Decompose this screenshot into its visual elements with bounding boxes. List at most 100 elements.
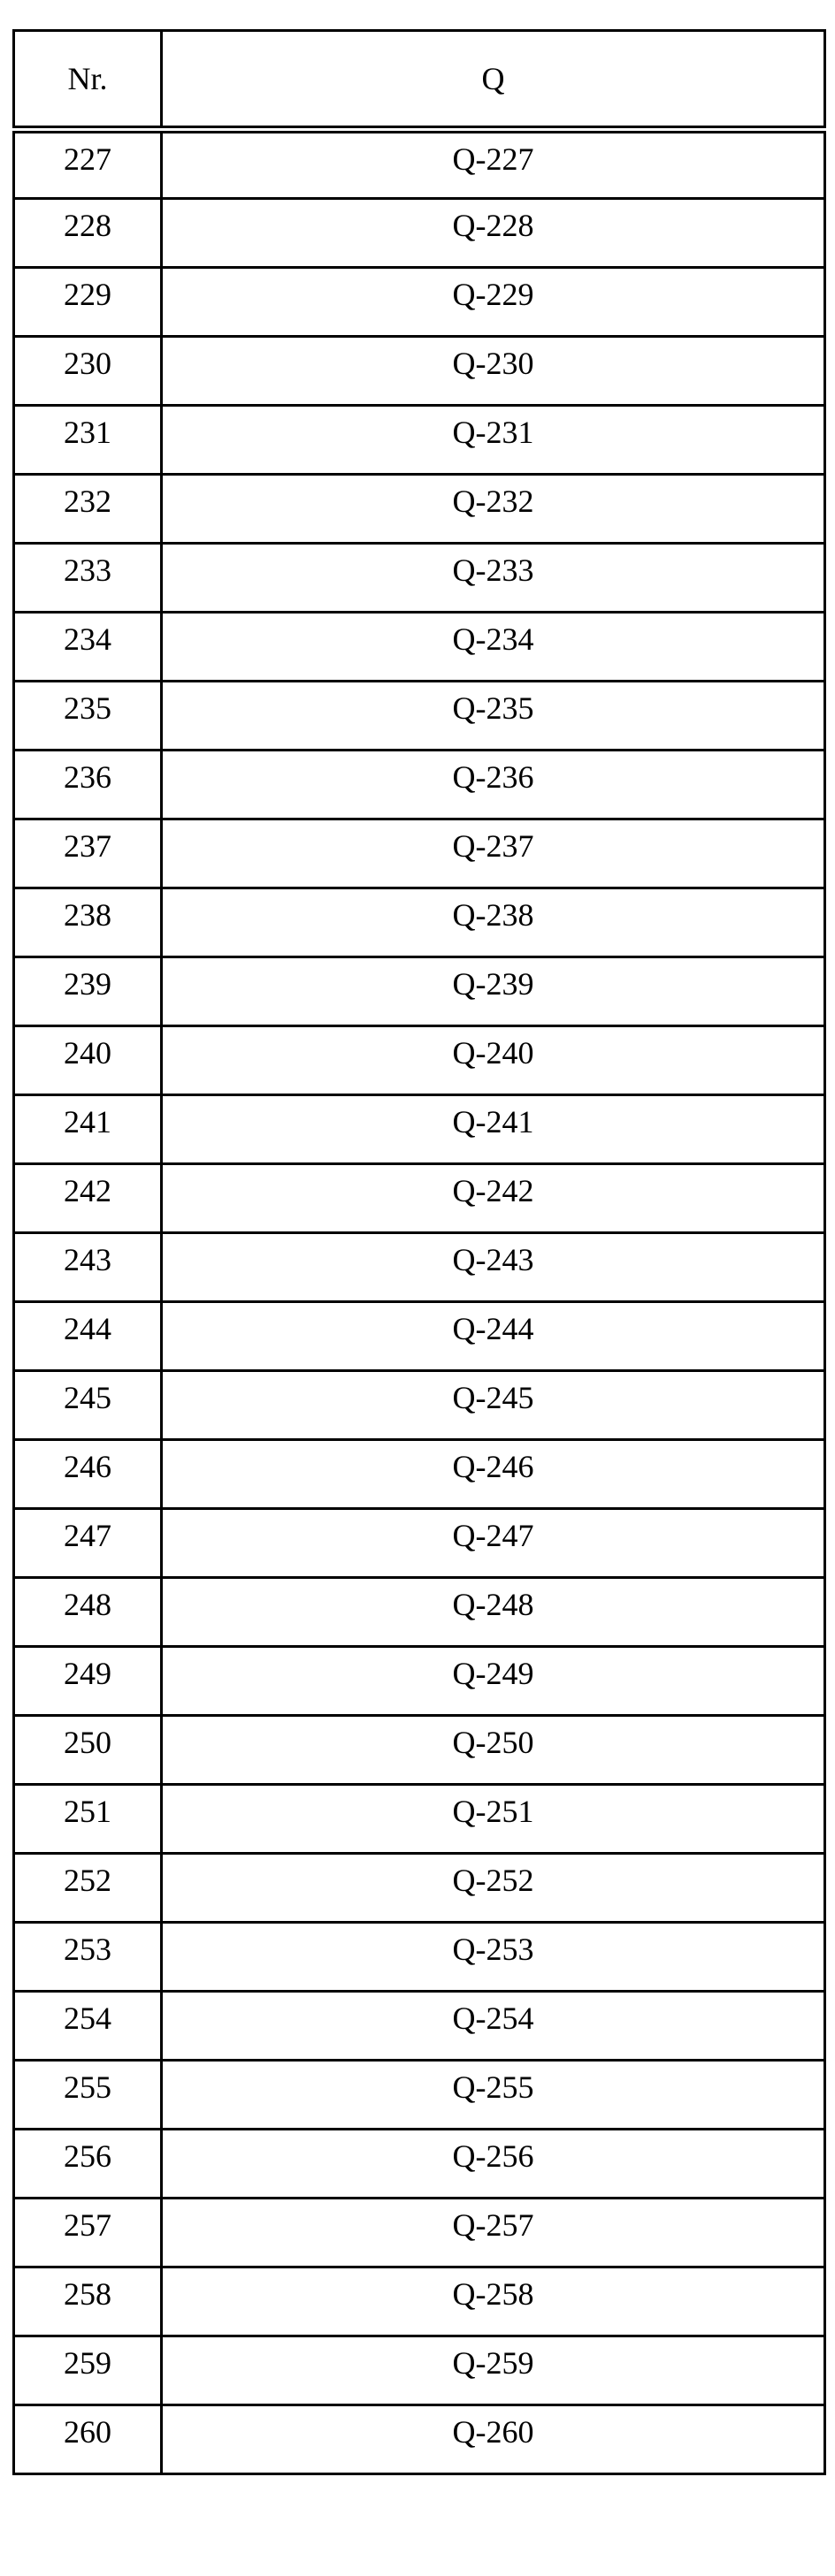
- table-row: 248Q-248: [14, 1578, 825, 1647]
- cell-nr: 246: [14, 1440, 162, 1509]
- header-row: Nr. Q: [14, 31, 825, 130]
- table-row: 240Q-240: [14, 1026, 825, 1095]
- cell-q: Q-253: [162, 1923, 825, 1992]
- cell-nr: 238: [14, 888, 162, 957]
- cell-nr: 258: [14, 2267, 162, 2336]
- cell-nr: 247: [14, 1509, 162, 1578]
- cell-q: Q-256: [162, 2130, 825, 2199]
- table-row: 231Q-231: [14, 406, 825, 475]
- table-row: 255Q-255: [14, 2061, 825, 2130]
- table-row: 253Q-253: [14, 1923, 825, 1992]
- cell-q: Q-260: [162, 2405, 825, 2474]
- table-row: 239Q-239: [14, 957, 825, 1026]
- cell-q: Q-249: [162, 1647, 825, 1716]
- cell-nr: 259: [14, 2336, 162, 2405]
- cell-nr: 243: [14, 1233, 162, 1302]
- cell-nr: 228: [14, 199, 162, 268]
- table-row: 232Q-232: [14, 475, 825, 544]
- cell-nr: 237: [14, 819, 162, 888]
- cell-nr: 242: [14, 1164, 162, 1233]
- cell-q: Q-242: [162, 1164, 825, 1233]
- cell-nr: 249: [14, 1647, 162, 1716]
- cell-nr: 239: [14, 957, 162, 1026]
- cell-nr: 253: [14, 1923, 162, 1992]
- table-row: 227Q-227: [14, 130, 825, 199]
- cell-q: Q-232: [162, 475, 825, 544]
- cell-nr: 241: [14, 1095, 162, 1164]
- table-row: 235Q-235: [14, 682, 825, 751]
- cell-q: Q-231: [162, 406, 825, 475]
- table-row: 257Q-257: [14, 2199, 825, 2267]
- cell-nr: 256: [14, 2130, 162, 2199]
- cell-q: Q-252: [162, 1854, 825, 1923]
- table-row: 249Q-249: [14, 1647, 825, 1716]
- table-row: 244Q-244: [14, 1302, 825, 1371]
- table-row: 260Q-260: [14, 2405, 825, 2474]
- header-q: Q: [162, 31, 825, 130]
- cell-nr: 254: [14, 1992, 162, 2061]
- cell-q: Q-248: [162, 1578, 825, 1647]
- cell-q: Q-228: [162, 199, 825, 268]
- cell-q: Q-237: [162, 819, 825, 888]
- cell-nr: 233: [14, 544, 162, 613]
- cell-q: Q-238: [162, 888, 825, 957]
- cell-q: Q-259: [162, 2336, 825, 2405]
- cell-nr: 227: [14, 130, 162, 199]
- cell-q: Q-255: [162, 2061, 825, 2130]
- cell-q: Q-239: [162, 957, 825, 1026]
- cell-nr: 236: [14, 751, 162, 819]
- table-row: 242Q-242: [14, 1164, 825, 1233]
- table-row: 258Q-258: [14, 2267, 825, 2336]
- table-row: 254Q-254: [14, 1992, 825, 2061]
- cell-q: Q-246: [162, 1440, 825, 1509]
- cell-nr: 251: [14, 1785, 162, 1854]
- table-row: 259Q-259: [14, 2336, 825, 2405]
- cell-q: Q-233: [162, 544, 825, 613]
- cell-nr: 250: [14, 1716, 162, 1785]
- cell-nr: 260: [14, 2405, 162, 2474]
- cell-nr: 240: [14, 1026, 162, 1095]
- table-row: 252Q-252: [14, 1854, 825, 1923]
- cell-q: Q-257: [162, 2199, 825, 2267]
- cell-nr: 230: [14, 337, 162, 406]
- table-row: 229Q-229: [14, 268, 825, 337]
- table-row: 246Q-246: [14, 1440, 825, 1509]
- cell-q: Q-258: [162, 2267, 825, 2336]
- cell-q: Q-254: [162, 1992, 825, 2061]
- data-table: Nr. Q 227Q-227228Q-228229Q-229230Q-23023…: [12, 29, 826, 2475]
- cell-q: Q-244: [162, 1302, 825, 1371]
- cell-nr: 244: [14, 1302, 162, 1371]
- cell-nr: 245: [14, 1371, 162, 1440]
- cell-q: Q-245: [162, 1371, 825, 1440]
- cell-q: Q-234: [162, 613, 825, 682]
- table-row: 233Q-233: [14, 544, 825, 613]
- cell-nr: 231: [14, 406, 162, 475]
- cell-nr: 248: [14, 1578, 162, 1647]
- cell-nr: 252: [14, 1854, 162, 1923]
- cell-q: Q-229: [162, 268, 825, 337]
- cell-nr: 232: [14, 475, 162, 544]
- cell-nr: 257: [14, 2199, 162, 2267]
- table-row: 236Q-236: [14, 751, 825, 819]
- cell-q: Q-236: [162, 751, 825, 819]
- table-row: 256Q-256: [14, 2130, 825, 2199]
- cell-nr: 235: [14, 682, 162, 751]
- table-row: 250Q-250: [14, 1716, 825, 1785]
- table-row: 228Q-228: [14, 199, 825, 268]
- table-row: 245Q-245: [14, 1371, 825, 1440]
- cell-q: Q-235: [162, 682, 825, 751]
- cell-q: Q-227: [162, 130, 825, 199]
- cell-q: Q-240: [162, 1026, 825, 1095]
- cell-q: Q-243: [162, 1233, 825, 1302]
- table-row: 251Q-251: [14, 1785, 825, 1854]
- table-row: 237Q-237: [14, 819, 825, 888]
- table-row: 238Q-238: [14, 888, 825, 957]
- cell-q: Q-247: [162, 1509, 825, 1578]
- header-nr: Nr.: [14, 31, 162, 130]
- table-row: 247Q-247: [14, 1509, 825, 1578]
- table-row: 241Q-241: [14, 1095, 825, 1164]
- cell-nr: 229: [14, 268, 162, 337]
- cell-nr: 234: [14, 613, 162, 682]
- cell-nr: 255: [14, 2061, 162, 2130]
- cell-q: Q-230: [162, 337, 825, 406]
